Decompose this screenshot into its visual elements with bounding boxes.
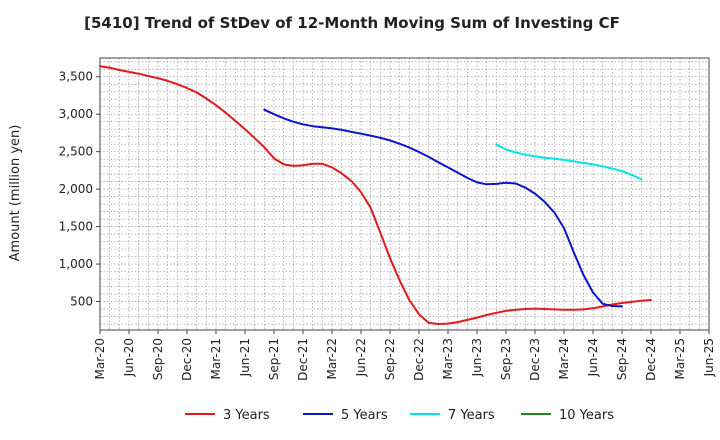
y-tick-label: 2,500 xyxy=(59,145,93,159)
legend-label: 10 Years xyxy=(559,408,614,423)
x-tick-label: Mar-25 xyxy=(673,338,687,379)
grid xyxy=(100,58,709,330)
x-tick-label: Mar-22 xyxy=(325,338,339,379)
y-tick-label: 3,500 xyxy=(59,70,93,84)
x-tick-label: Dec-23 xyxy=(528,338,542,381)
x-tick-label: Sep-23 xyxy=(499,338,513,380)
y-tick-label: 500 xyxy=(70,295,93,309)
x-tick-label: Dec-24 xyxy=(644,338,658,381)
plot-area xyxy=(99,57,710,331)
series-line-3-years xyxy=(99,65,652,325)
x-tick-label: Jun-21 xyxy=(238,338,252,377)
x-tick-label: Mar-20 xyxy=(93,338,107,379)
y-axis-label: Amount (million yen) xyxy=(8,125,23,262)
legend-label: 3 Years xyxy=(223,408,270,423)
x-tick-label: Mar-21 xyxy=(209,338,223,379)
x-tick-label: Dec-20 xyxy=(180,338,194,381)
y-tick-label: 1,500 xyxy=(59,220,93,234)
chart-title: [5410] Trend of StDev of 12-Month Moving… xyxy=(84,14,620,32)
x-tick-label: Jun-22 xyxy=(354,338,368,377)
y-tick-label: 3,000 xyxy=(59,107,93,121)
x-tick-label: Jun-25 xyxy=(702,338,716,377)
series-layer xyxy=(99,65,652,325)
x-tick-label: Dec-22 xyxy=(412,338,426,381)
x-tick-label: Dec-21 xyxy=(296,338,310,381)
legend-label: 5 Years xyxy=(341,408,388,423)
x-axis: Mar-20 Jun-20 Sep-20 Dec-20 Mar-21 Jun-21 Sep-… xyxy=(93,330,716,381)
x-tick-label: Mar-23 xyxy=(441,338,455,379)
legend: 3 Years 5 Years 7 Years 10 Years xyxy=(185,408,614,423)
y-tick-label: 2,000 xyxy=(59,182,93,196)
x-tick-label: Sep-20 xyxy=(151,338,165,380)
x-tick-label: Jun-20 xyxy=(122,338,136,377)
legend-label: 7 Years xyxy=(448,408,495,423)
series-line-7-years xyxy=(495,143,643,181)
x-tick-label: Sep-21 xyxy=(267,338,281,380)
x-tick-label: Jun-23 xyxy=(470,338,484,377)
x-tick-label: Mar-24 xyxy=(557,338,571,379)
series-line-5-years xyxy=(263,108,623,308)
y-tick-label: 1,000 xyxy=(59,257,93,271)
x-tick-label: Sep-22 xyxy=(383,338,397,380)
x-tick-label: Sep-24 xyxy=(615,338,629,380)
y-axis: 500 1,000 1,500 2,000 2,500 3,000 3,500 xyxy=(59,70,100,309)
x-tick-label: Jun-24 xyxy=(586,338,600,377)
